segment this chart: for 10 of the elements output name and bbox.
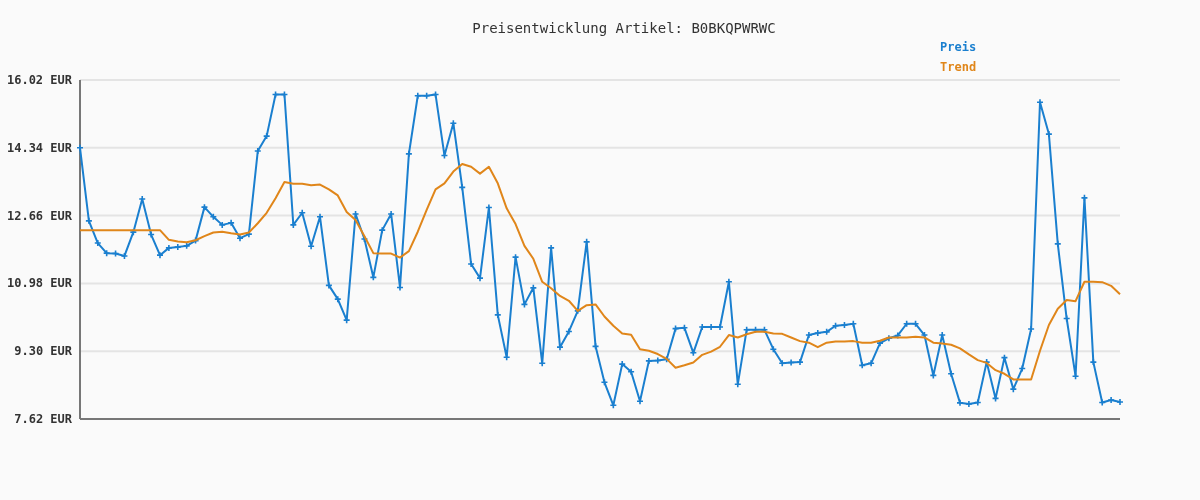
y-tick-label: 9.30 EUR — [14, 344, 73, 359]
y-tick-label: 14.34 EUR — [6, 140, 73, 155]
y-tick-label: 16.02 EUR — [6, 73, 73, 87]
y-tick-label: 12.66 EUR — [6, 208, 73, 223]
y-tick-label: 7.62 EUR — [14, 412, 73, 426]
line-series — [79, 162, 1121, 381]
text: Preis — [940, 40, 977, 54]
y-tick-label: 10.98 EUR — [6, 276, 73, 291]
chart-title: Preisentwicklung Artikel: B0BKQPWRWC — [472, 20, 776, 36]
text: Trend — [940, 60, 977, 74]
